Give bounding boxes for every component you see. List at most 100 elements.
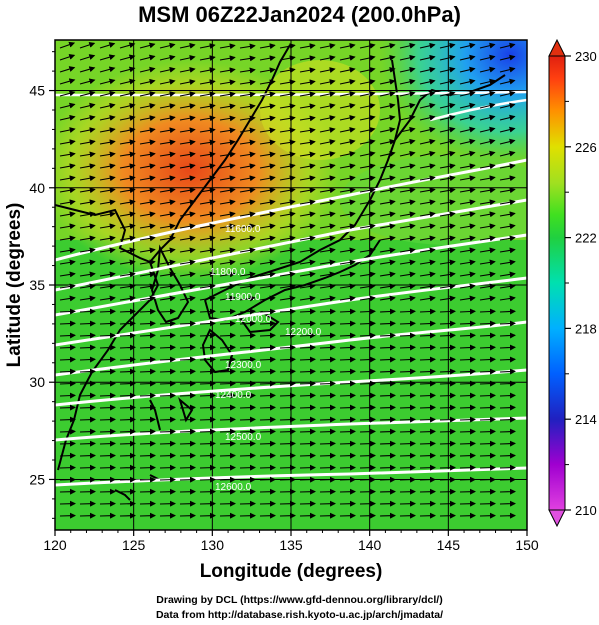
wind-arrow bbox=[79, 235, 96, 242]
wind-arrow bbox=[99, 223, 116, 230]
wind-arrow bbox=[259, 247, 276, 254]
wind-arrow bbox=[419, 404, 436, 411]
wind-arrow bbox=[139, 187, 156, 194]
wind-arrow bbox=[399, 126, 416, 133]
wind-arrow bbox=[219, 344, 236, 351]
wind-arrow bbox=[59, 271, 76, 278]
colorbar-tick-label: 214 bbox=[575, 412, 597, 427]
wind-arrow bbox=[339, 43, 356, 49]
wind-arrow bbox=[99, 235, 116, 242]
wind-arrow bbox=[319, 139, 336, 145]
wind-arrow bbox=[419, 54, 436, 61]
wind-arrow bbox=[59, 247, 76, 254]
wind-arrow bbox=[459, 54, 476, 61]
wind-arrow bbox=[79, 187, 96, 194]
wind-arrow bbox=[499, 356, 516, 363]
wind-arrow bbox=[219, 404, 236, 411]
wind-arrow bbox=[359, 452, 376, 459]
x-tick-label: 125 bbox=[122, 537, 146, 553]
wind-arrow bbox=[359, 416, 376, 423]
wind-arrow bbox=[359, 380, 376, 387]
wind-arrow bbox=[159, 308, 176, 315]
wind-arrow bbox=[439, 78, 456, 85]
wind-arrow bbox=[239, 259, 256, 266]
wind-arrow bbox=[379, 332, 396, 339]
wind-arrow bbox=[139, 235, 156, 242]
wind-arrow bbox=[179, 115, 196, 122]
wind-arrow bbox=[119, 78, 136, 85]
wind-arrow bbox=[379, 428, 396, 435]
wind-arrow bbox=[259, 308, 276, 315]
wind-arrow bbox=[119, 368, 136, 375]
wind-arrow bbox=[359, 368, 376, 375]
wind-arrow bbox=[379, 235, 396, 242]
wind-arrow bbox=[199, 67, 216, 74]
wind-arrow bbox=[279, 187, 296, 194]
wind-arrow bbox=[379, 199, 396, 206]
wind-arrow bbox=[359, 247, 376, 254]
wind-arrow bbox=[459, 187, 476, 194]
wind-arrow bbox=[119, 102, 136, 109]
wind-arrow bbox=[419, 392, 436, 399]
wind-arrow bbox=[479, 416, 496, 423]
wind-arrow bbox=[239, 211, 256, 218]
wind-arrow bbox=[239, 139, 256, 146]
wind-arrow bbox=[119, 344, 136, 351]
wind-arrow bbox=[439, 175, 456, 182]
wind-arrow bbox=[259, 404, 276, 411]
wind-arrow bbox=[479, 66, 496, 73]
wind-arrow bbox=[219, 428, 236, 435]
wind-arrow bbox=[279, 259, 296, 266]
wind-arrow bbox=[299, 175, 316, 182]
wind-arrow bbox=[199, 127, 216, 134]
wind-arrow bbox=[359, 150, 376, 157]
wind-arrow bbox=[339, 115, 356, 121]
wind-arrow bbox=[499, 199, 516, 206]
wind-arrow bbox=[499, 295, 516, 302]
wind-arrow bbox=[479, 344, 496, 351]
wind-arrow bbox=[179, 308, 196, 315]
wind-arrow bbox=[379, 187, 396, 194]
wind-arrow bbox=[139, 151, 156, 158]
wind-arrow bbox=[79, 392, 96, 399]
wind-arrow bbox=[319, 380, 336, 387]
wind-arrow bbox=[419, 102, 436, 109]
wind-arrow bbox=[299, 440, 316, 447]
wind-arrow bbox=[179, 151, 196, 158]
wind-arrow bbox=[139, 271, 156, 278]
wind-arrow bbox=[59, 151, 76, 158]
contour-label: 12600.0 bbox=[215, 482, 252, 493]
wind-arrow bbox=[339, 247, 356, 254]
wind-arrow bbox=[439, 356, 456, 363]
colorbar-tick-label: 210 bbox=[575, 503, 597, 518]
wind-arrow bbox=[79, 114, 96, 121]
wind-arrow bbox=[119, 139, 136, 146]
wind-arrow bbox=[239, 356, 256, 363]
wind-arrow bbox=[239, 440, 256, 447]
wind-arrow bbox=[159, 78, 176, 85]
wind-arrow bbox=[139, 452, 156, 459]
wind-arrow bbox=[459, 464, 476, 471]
wind-arrow bbox=[59, 187, 76, 194]
wind-arrow bbox=[179, 356, 196, 363]
wind-arrow bbox=[459, 42, 476, 49]
wind-arrow bbox=[59, 283, 76, 290]
wind-arrow bbox=[339, 187, 356, 194]
wind-arrow bbox=[479, 452, 496, 459]
wind-arrow bbox=[439, 295, 456, 302]
wind-arrow bbox=[119, 199, 136, 206]
wind-arrow bbox=[439, 283, 456, 290]
wind-arrow bbox=[119, 404, 136, 411]
wind-arrow bbox=[419, 356, 436, 363]
wind-arrow bbox=[319, 187, 336, 194]
wind-arrow bbox=[239, 428, 256, 435]
wind-arrow bbox=[399, 114, 416, 121]
wind-arrow bbox=[319, 91, 336, 97]
wind-arrow bbox=[79, 356, 96, 363]
wind-arrow bbox=[399, 308, 416, 315]
wind-arrow bbox=[239, 308, 256, 315]
wind-arrow bbox=[179, 187, 196, 194]
x-tick-label: 150 bbox=[515, 537, 539, 553]
wind-arrow bbox=[199, 211, 216, 218]
wind-arrow bbox=[459, 440, 476, 447]
